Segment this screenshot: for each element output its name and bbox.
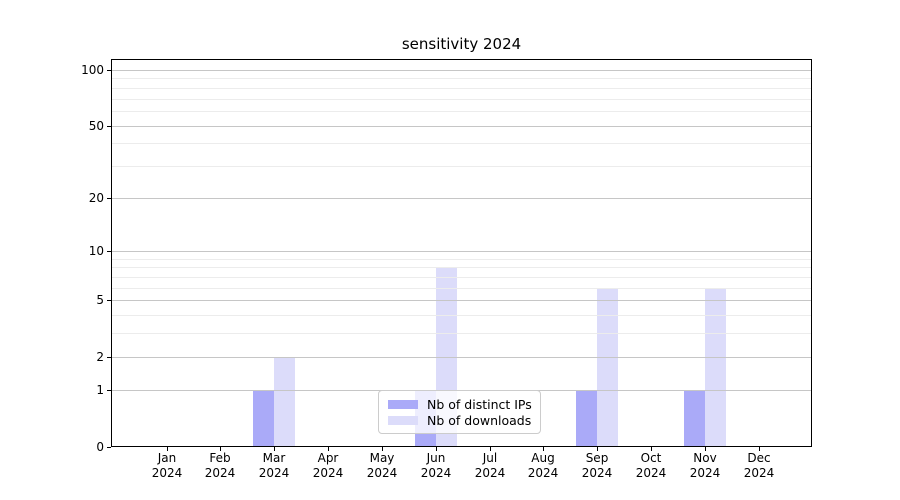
y-tick-mark	[107, 390, 111, 391]
x-tick-label-nov: Nov 2024	[665, 451, 745, 481]
y-tick-label: 20	[88, 191, 104, 205]
month-year: 2024	[635, 466, 667, 480]
x-tick-mark	[436, 447, 437, 451]
y-tick-mark	[107, 70, 111, 71]
minor-gridline	[112, 315, 811, 316]
minor-gridline	[112, 166, 811, 167]
bar-distinct-ips-sep	[576, 390, 597, 446]
minor-gridline	[112, 78, 811, 79]
x-tick-mark	[382, 447, 383, 451]
y-tick-mark	[107, 251, 111, 252]
y-tick-label: 100	[81, 63, 104, 77]
plot-area	[111, 59, 812, 447]
x-tick-label-apr: Apr 2024	[288, 451, 368, 481]
y-tick-mark	[107, 198, 111, 199]
major-gridline	[112, 198, 811, 199]
y-tick-mark	[107, 300, 111, 301]
major-gridline	[112, 300, 811, 301]
bar-downloads-sep	[597, 288, 618, 446]
chart-title: sensitivity 2024	[401, 35, 522, 53]
x-tick-mark	[328, 447, 329, 451]
legend: Nb of distinct IPs Nb of downloads	[378, 390, 541, 434]
x-tick-label-mar: Mar 2024	[234, 451, 314, 481]
x-tick-label-jul: Jul 2024	[450, 451, 530, 481]
minor-gridline	[112, 277, 811, 278]
minor-gridline	[112, 88, 811, 89]
bar-distinct-ips-nov	[684, 390, 705, 446]
month-name: Jul	[482, 451, 498, 465]
x-tick-label-dec: Dec 2024	[719, 451, 799, 481]
month-name: Jan	[157, 451, 177, 465]
x-tick-mark	[220, 447, 221, 451]
major-gridline	[112, 251, 811, 252]
month-name: Mar	[262, 451, 286, 465]
x-tick-mark	[705, 447, 706, 451]
minor-gridline	[112, 267, 811, 268]
bar-downloads-nov	[705, 288, 726, 446]
x-tick-label-may: May 2024	[342, 451, 422, 481]
month-year: 2024	[743, 466, 775, 480]
x-tick-label-feb: Feb 2024	[180, 451, 260, 481]
x-tick-mark	[167, 447, 168, 451]
month-year: 2024	[366, 466, 398, 480]
month-year: 2024	[204, 466, 236, 480]
minor-gridline	[112, 259, 811, 260]
month-name: Jun	[426, 451, 446, 465]
minor-gridline	[112, 143, 811, 144]
month-name: Apr	[317, 451, 339, 465]
minor-gridline	[112, 111, 811, 112]
month-year: 2024	[581, 466, 613, 480]
bar-downloads-mar	[274, 357, 295, 446]
month-year: 2024	[151, 466, 183, 480]
month-year: 2024	[312, 466, 344, 480]
month-name: Sep	[585, 451, 609, 465]
legend-label-downloads: Nb of downloads	[427, 413, 532, 428]
minor-gridline	[112, 99, 811, 100]
y-tick-label: 50	[88, 119, 104, 133]
month-year: 2024	[420, 466, 452, 480]
major-gridline	[112, 357, 811, 358]
downloads-swatch	[388, 416, 418, 425]
month-name: Nov	[693, 451, 717, 465]
x-tick-mark	[490, 447, 491, 451]
y-tick-label: 10	[88, 244, 104, 258]
month-name: Dec	[747, 451, 771, 465]
month-name: Oct	[640, 451, 662, 465]
major-gridline	[112, 70, 811, 71]
x-tick-label-jan: Jan 2024	[127, 451, 207, 481]
x-tick-label-oct: Oct 2024	[611, 451, 691, 481]
distinct-ips-swatch	[388, 400, 418, 409]
x-tick-mark	[597, 447, 598, 451]
month-name: May	[369, 451, 395, 465]
month-name: Feb	[209, 451, 231, 465]
x-tick-mark	[274, 447, 275, 451]
major-gridline	[112, 126, 811, 127]
x-tick-mark	[651, 447, 652, 451]
minor-gridline	[112, 288, 811, 289]
month-year: 2024	[474, 466, 506, 480]
x-tick-label-sep: Sep 2024	[557, 451, 637, 481]
y-tick-mark	[107, 357, 111, 358]
minor-gridline	[112, 333, 811, 334]
y-tick-label: 2	[96, 350, 104, 364]
month-name: Aug	[531, 451, 555, 465]
y-tick-label: 5	[96, 293, 104, 307]
legend-entry-distinct-ips: Nb of distinct IPs	[388, 397, 532, 412]
y-tick-label: 1	[96, 383, 104, 397]
bar-distinct-ips-mar	[253, 390, 274, 446]
x-tick-label-aug: Aug 2024	[503, 451, 583, 481]
month-year: 2024	[258, 466, 290, 480]
x-tick-mark	[543, 447, 544, 451]
legend-entry-downloads: Nb of downloads	[388, 413, 531, 428]
y-tick-label: 0	[96, 440, 104, 454]
x-tick-mark	[759, 447, 760, 451]
legend-label-distinct-ips: Nb of distinct IPs	[427, 397, 532, 412]
x-tick-label-jun: Jun 2024	[396, 451, 476, 481]
y-tick-mark	[107, 126, 111, 127]
month-year: 2024	[527, 466, 559, 480]
y-tick-mark	[107, 447, 111, 448]
month-year: 2024	[689, 466, 721, 480]
